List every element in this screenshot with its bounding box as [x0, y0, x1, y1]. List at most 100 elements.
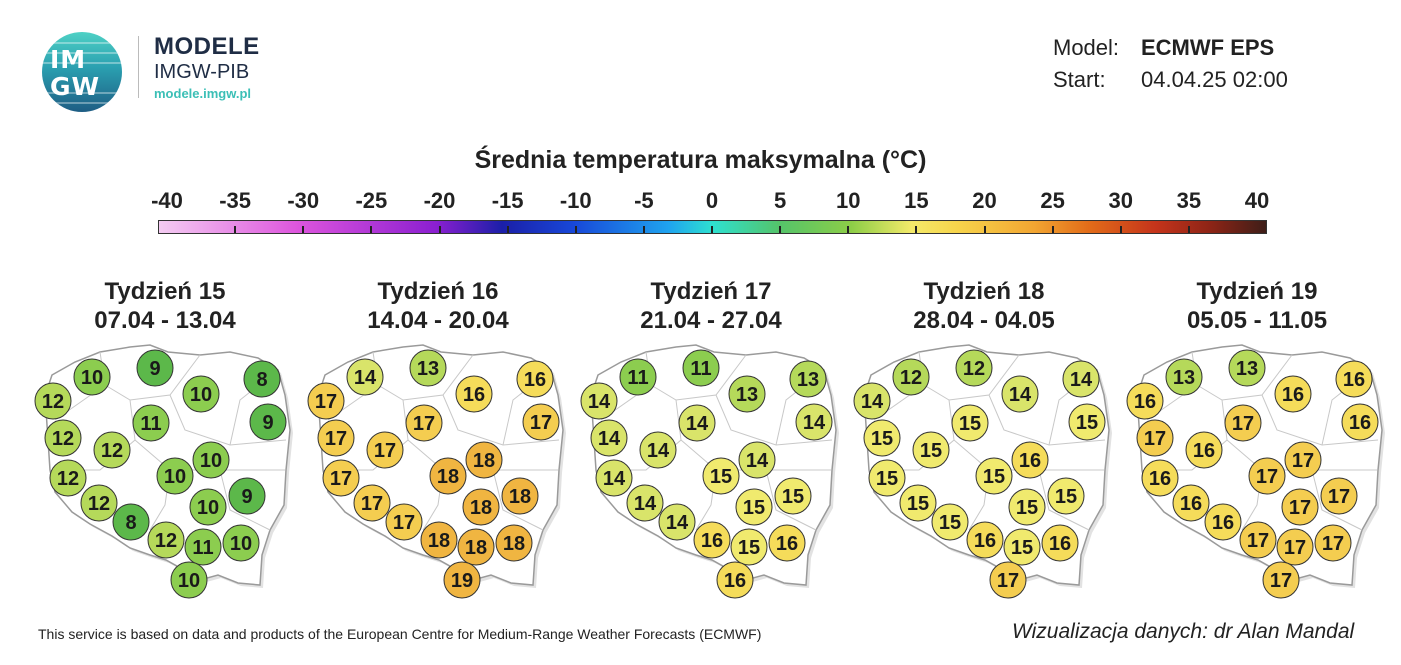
- temperature-value: 18: [465, 537, 487, 559]
- temperature-value: 11: [140, 413, 161, 435]
- temperature-circle: [580, 382, 618, 420]
- imgw-logo-mark: IM GW: [42, 32, 122, 112]
- temperature-circle: [1172, 484, 1210, 522]
- temperature-value: 16: [1180, 493, 1202, 515]
- colorbar-tick-mark: [370, 226, 373, 233]
- temperature-circle: [1335, 360, 1373, 398]
- region-border: [988, 394, 1106, 446]
- temperature-value: 15: [1016, 497, 1038, 519]
- temperature-circle: [738, 441, 776, 479]
- colorbar-tick-mark: [506, 226, 509, 233]
- temperature-circle: [317, 419, 355, 457]
- temperature-circle: [1314, 524, 1352, 562]
- temperature-circle: [34, 382, 72, 420]
- temperature-circle: [1141, 459, 1179, 497]
- temperature-circle: [795, 403, 833, 441]
- temperature-circle: [1224, 404, 1262, 442]
- temperature-value: 12: [900, 367, 922, 389]
- temperature-circle: [789, 360, 827, 398]
- temperature-circle: [1239, 521, 1277, 559]
- temperature-circle: [80, 484, 118, 522]
- colorbar-tick-mark: [1119, 226, 1122, 233]
- temperature-circle: [702, 457, 740, 495]
- temperature-value: 15: [1011, 537, 1033, 559]
- colorbar-tick-label: 35: [1176, 188, 1202, 213]
- temperature-value: 16: [1193, 440, 1215, 462]
- temperature-circle: [1068, 403, 1106, 441]
- temperature-value: 14: [1070, 369, 1093, 391]
- temperature-value: 14: [354, 367, 377, 389]
- temperature-value: 15: [782, 486, 804, 508]
- temperature-circle: [1281, 488, 1319, 526]
- temperature-circle: [385, 503, 423, 541]
- temperature-circle: [243, 360, 281, 398]
- temperature-value: 17: [530, 412, 552, 434]
- temperature-circle: [1003, 528, 1041, 566]
- week-15-header: Tydzień 15 07.04 - 13.04: [35, 277, 295, 335]
- temperature-value: 15: [871, 428, 893, 450]
- temperature-circle: [457, 528, 495, 566]
- temperature-circle: [1126, 382, 1164, 420]
- region-border: [765, 469, 817, 531]
- temperature-circle: [590, 419, 628, 457]
- temperature-value: 16: [1049, 533, 1071, 555]
- temperature-value: 13: [1173, 367, 1195, 389]
- colorbar-tick-mark: [915, 226, 918, 233]
- colorbar-tick-mark: [983, 226, 986, 233]
- temperature-circle: [912, 431, 950, 469]
- temperature-value: 17: [1284, 537, 1306, 559]
- colorbar-tick-label: -20: [423, 188, 456, 213]
- temperature-circle: [931, 503, 969, 541]
- temperature-circle: [951, 404, 989, 442]
- temperature-circle: [501, 477, 539, 515]
- colorbar-tick-mark: [711, 226, 713, 233]
- temperature-value: 13: [736, 384, 758, 406]
- temperature-circle: [136, 349, 174, 387]
- colorbar-tick-label: 25: [1040, 188, 1065, 213]
- temperature-value: 15: [920, 440, 942, 462]
- temperature-circle: [1165, 358, 1203, 396]
- week-16-header: Tydzień 16 14.04 - 20.04: [308, 277, 568, 335]
- region-border: [1311, 469, 1363, 531]
- temperature-value: 14: [686, 413, 709, 435]
- temperature-circle: [728, 375, 766, 413]
- temperature-circle: [184, 528, 222, 566]
- ecmwf-attribution: This service is based on data and produc…: [38, 626, 762, 642]
- week-title: Tydzień 15: [104, 278, 226, 305]
- week-title: Tydzień 17: [650, 278, 772, 305]
- temperature-value: 18: [428, 530, 450, 552]
- temperature-value: 15: [983, 466, 1005, 488]
- temperature-value: 10: [81, 367, 103, 389]
- temperature-circle: [147, 521, 185, 559]
- temperature-value: 14: [598, 428, 621, 450]
- temperature-value: 17: [1232, 413, 1254, 435]
- temperature-value: 17: [1247, 530, 1269, 552]
- temperature-value: 14: [647, 440, 670, 462]
- temperature-circle: [735, 488, 773, 526]
- week-dates: 21.04 - 27.04: [640, 307, 782, 334]
- colorbar-tick-label: 40: [1244, 188, 1270, 213]
- temperature-circle: [658, 503, 696, 541]
- region-border: [134, 439, 285, 471]
- temperature-value: 17: [1289, 497, 1311, 519]
- temperature-value: 16: [463, 384, 485, 406]
- temperature-circle: [405, 404, 443, 442]
- temperature-circle: [409, 349, 447, 387]
- temperature-value: 15: [710, 466, 732, 488]
- temperature-circle: [1228, 349, 1266, 387]
- region-border: [1226, 439, 1377, 471]
- temperature-value: 17: [330, 468, 352, 490]
- temperature-circle: [892, 358, 930, 396]
- week-title: Tydzień 19: [1196, 278, 1318, 305]
- model-label: Model:: [1053, 35, 1120, 60]
- temperature-circle: [678, 404, 716, 442]
- temperature-circle: [455, 375, 493, 413]
- colorbar-title: Średnia temperatura maksymalna (°C): [474, 146, 927, 174]
- temperature-circle: [1341, 403, 1379, 441]
- temperature-circle: [322, 459, 360, 497]
- temperature-value: 12: [101, 440, 123, 462]
- temperature-value: 12: [57, 468, 79, 490]
